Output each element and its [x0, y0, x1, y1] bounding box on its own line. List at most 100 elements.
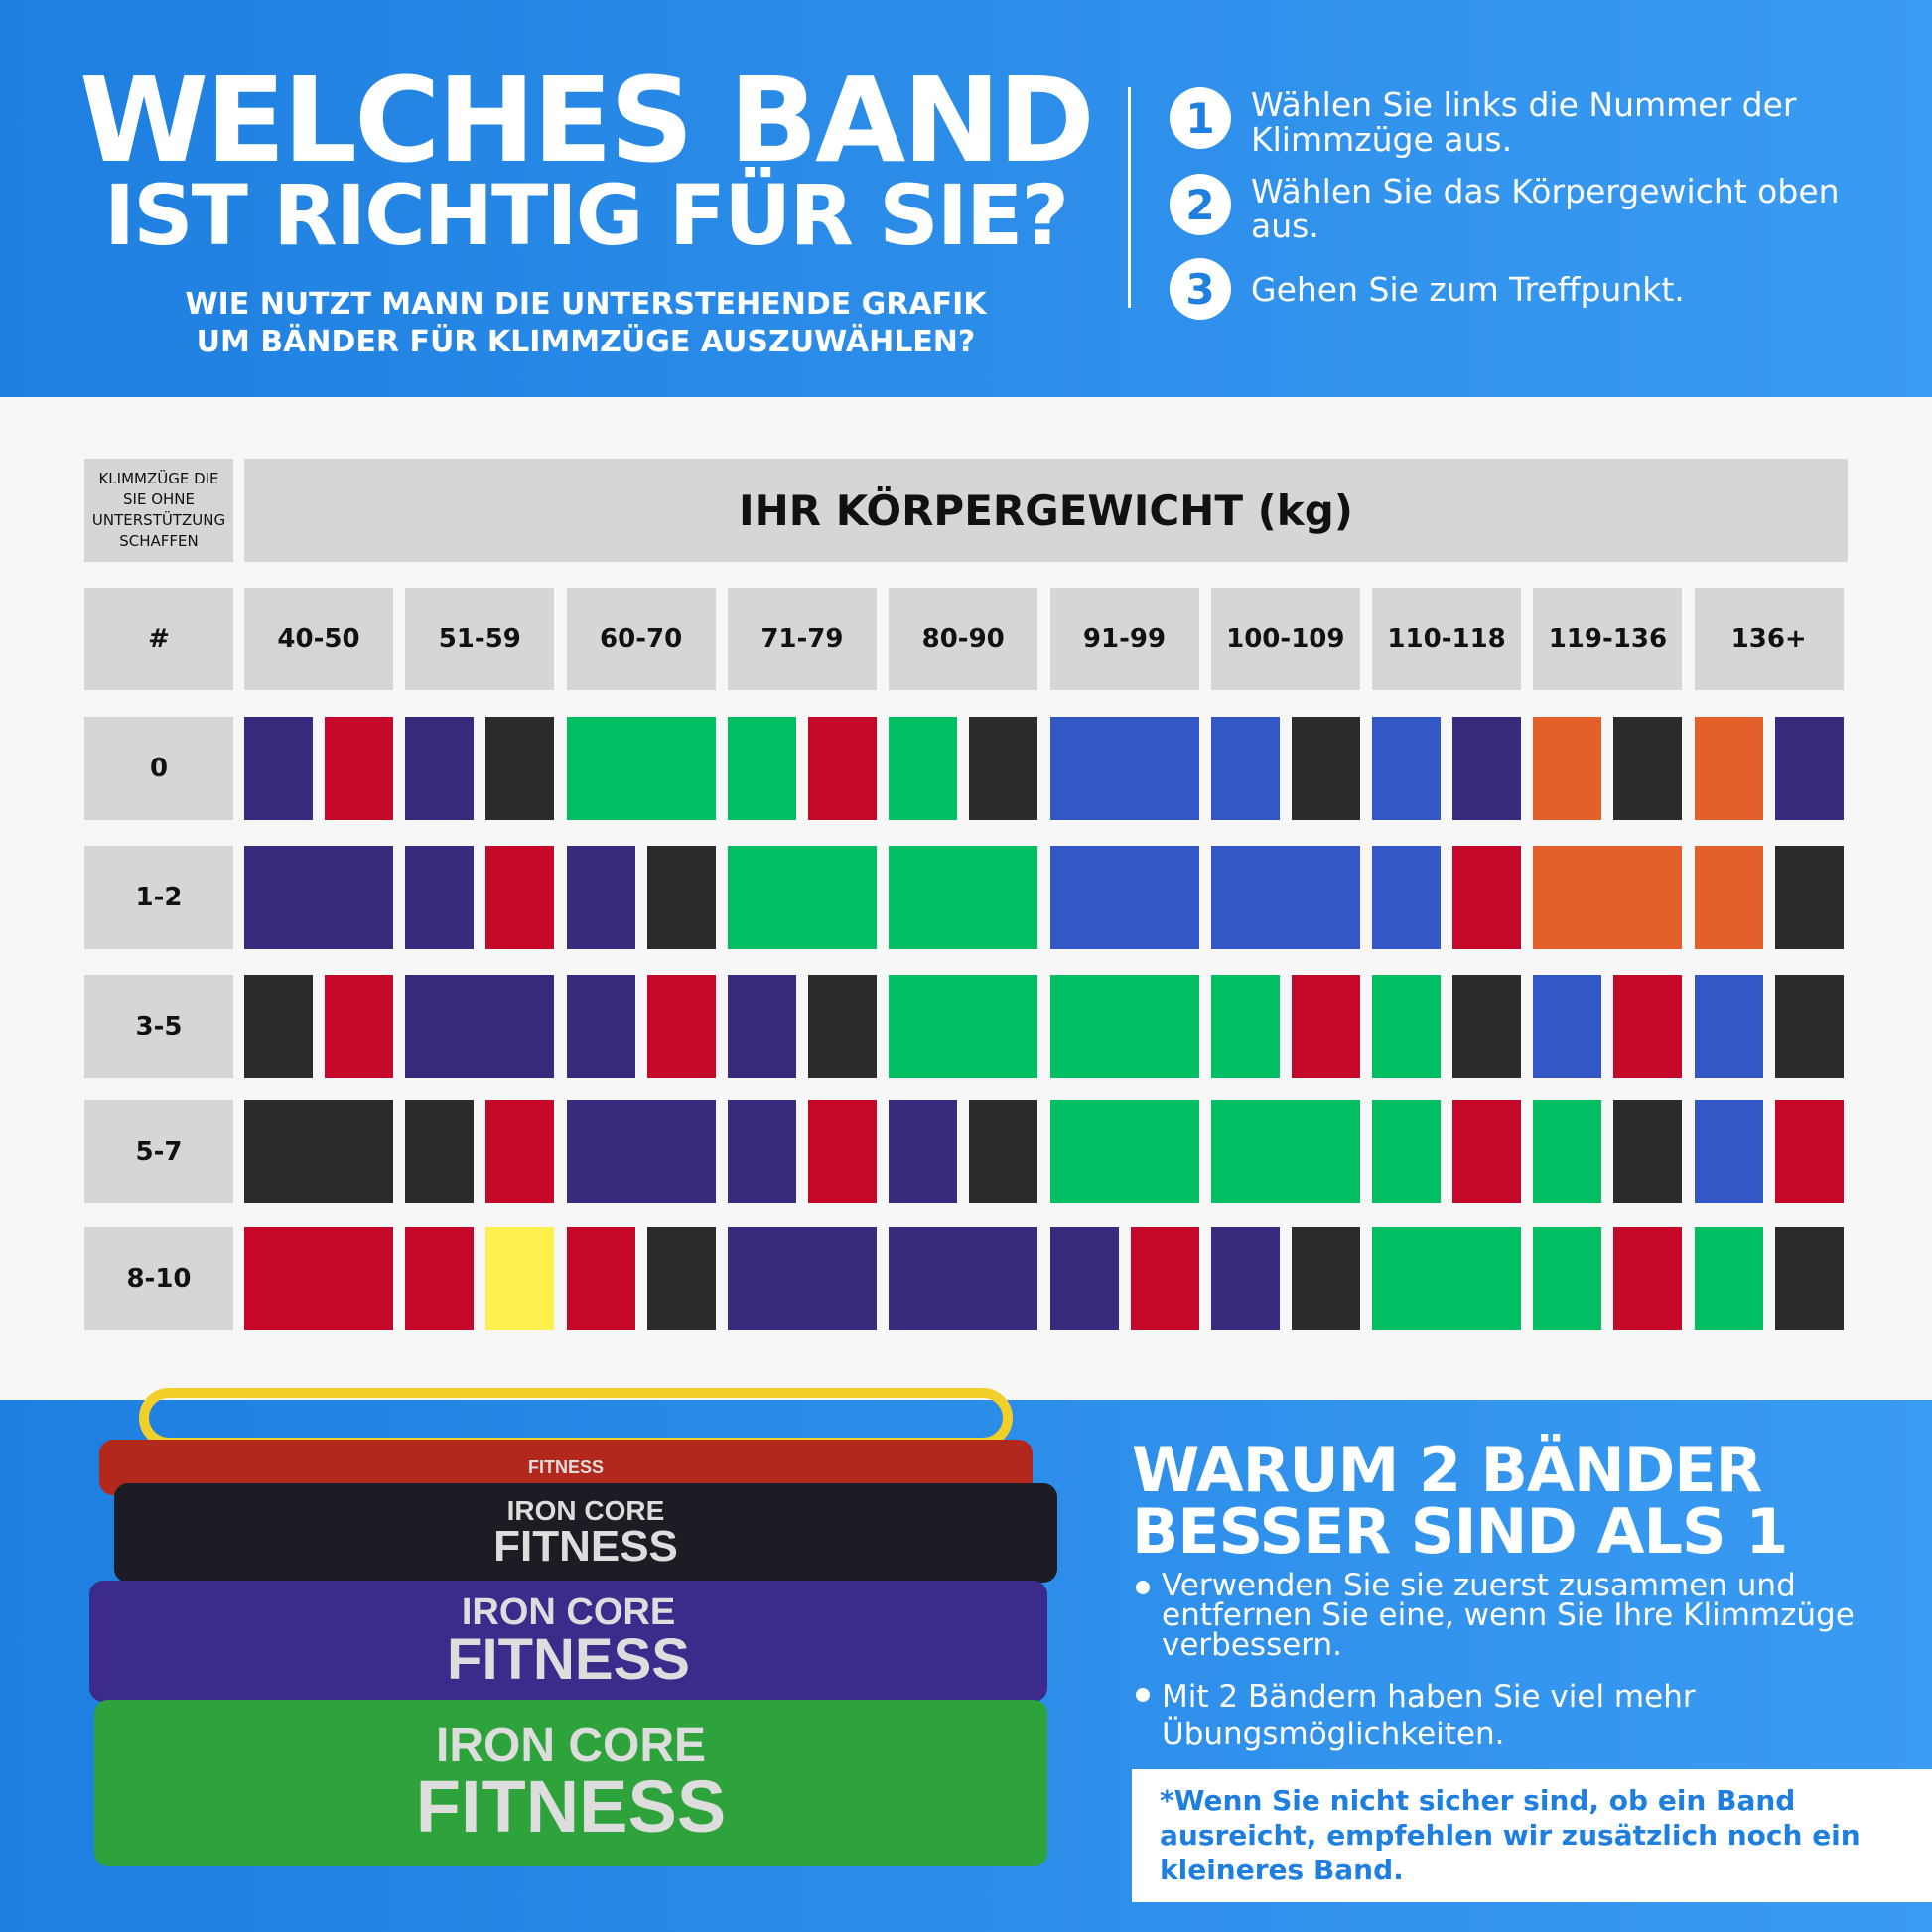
weight-column-header: 119-136	[1533, 588, 1683, 690]
band-swatch	[566, 1100, 716, 1203]
band-swatch	[325, 975, 393, 1078]
band-swatch	[1694, 846, 1763, 949]
band-swatch	[1452, 717, 1522, 820]
band-cell	[566, 1100, 716, 1203]
band-cell	[1049, 1100, 1199, 1203]
band-swatch	[1210, 717, 1280, 820]
band-cell	[1372, 975, 1522, 1078]
band-cell	[889, 1227, 1038, 1330]
band-cell	[727, 717, 877, 820]
band-swatch	[1452, 975, 1522, 1078]
band-swatch	[244, 717, 313, 820]
pullup-row-label: 3-5	[84, 975, 233, 1078]
band-swatch	[1533, 975, 1602, 1078]
band-cell	[1533, 846, 1683, 949]
band-swatch	[1049, 975, 1199, 1078]
logo-text: FITNESS	[415, 1765, 727, 1848]
band-swatch	[1049, 1100, 1199, 1203]
band-cell	[405, 975, 555, 1078]
band-cell	[566, 1227, 716, 1330]
band-swatch	[405, 1100, 475, 1203]
band-swatch	[1694, 1227, 1763, 1330]
band-cell	[244, 975, 393, 1078]
weight-column-header: 80-90	[889, 588, 1038, 690]
weight-column-header: 51-59	[405, 588, 555, 690]
band-swatch	[1533, 717, 1602, 820]
weight-column-header: 40-50	[244, 588, 393, 690]
band-swatch	[646, 846, 716, 949]
band-cell	[1372, 1100, 1522, 1203]
band-swatch	[485, 717, 555, 820]
divider	[1128, 87, 1131, 308]
band-cell	[1372, 846, 1522, 949]
band-cell	[405, 1227, 555, 1330]
bullet-2: Mit 2 Bändern haben Sie viel mehr Übungs…	[1132, 1678, 1906, 1753]
bottom-title-line1: WARUM 2 BÄNDER	[1132, 1434, 1762, 1506]
band-swatch	[485, 1100, 555, 1203]
band-swatch	[1452, 846, 1522, 949]
band-swatch	[1210, 846, 1360, 949]
band-cell	[244, 1227, 393, 1330]
purple-band: IRON CORE FITNESS	[89, 1581, 1047, 1702]
weight-column-header: 110-118	[1372, 588, 1522, 690]
band-swatch	[889, 975, 1038, 1078]
band-cell	[405, 1100, 555, 1203]
band-cell	[1372, 1227, 1522, 1330]
step-text: Gehen Sie zum Treffpunkt.	[1251, 269, 1685, 309]
band-swatch	[1372, 846, 1442, 949]
band-swatch	[1613, 1100, 1683, 1203]
band-swatch	[1613, 717, 1683, 820]
hash-header: #	[84, 588, 233, 690]
band-cell	[1694, 1100, 1844, 1203]
step-2: 2 Wählen Sie das Körpergewicht oben aus.	[1170, 174, 1884, 243]
band-swatch	[1694, 717, 1763, 820]
band-swatch	[1210, 1227, 1280, 1330]
weight-column-header: 71-79	[727, 588, 877, 690]
pullup-row-label: 0	[84, 717, 233, 820]
band-cell	[405, 717, 555, 820]
band-cell	[1049, 717, 1199, 820]
weight-column-header: 91-99	[1049, 588, 1199, 690]
band-swatch	[244, 975, 313, 1078]
band-swatch	[1774, 846, 1844, 949]
band-cell	[1694, 717, 1844, 820]
band-cell	[244, 717, 393, 820]
band-swatch	[969, 717, 1038, 820]
band-swatch	[1613, 1227, 1683, 1330]
band-cell	[244, 846, 393, 949]
band-cell	[1533, 975, 1683, 1078]
band-cell	[1694, 975, 1844, 1078]
logo-text: IRON CORE	[461, 1591, 676, 1633]
logo-text: IRON CORE	[435, 1720, 706, 1772]
band-swatch	[1774, 975, 1844, 1078]
band-swatch	[405, 975, 555, 1078]
band-cell	[1049, 975, 1199, 1078]
band-swatch	[1130, 1227, 1199, 1330]
band-swatch	[1694, 1100, 1763, 1203]
weight-column-header: 136+	[1694, 588, 1844, 690]
band-swatch	[244, 1227, 393, 1330]
bottom-title-line2: BESSER SIND ALS 1	[1132, 1495, 1788, 1568]
band-swatch	[1452, 1100, 1522, 1203]
band-cell	[727, 1227, 877, 1330]
corner-label: KLIMMZÜGE DIE SIE OHNE UNTERSTÜTZUNG SCH…	[84, 459, 233, 562]
band-cell	[1694, 1227, 1844, 1330]
green-band: IRON CORE FITNESS	[94, 1700, 1047, 1866]
band-swatch	[566, 717, 716, 820]
band-cell	[1210, 717, 1360, 820]
band-swatch	[244, 1100, 393, 1203]
band-swatch	[485, 1227, 555, 1330]
band-cell	[1210, 846, 1360, 949]
subtitle-line1: WIE NUTZT MANN DIE UNTERSTEHENDE GRAFIK	[185, 287, 987, 322]
band-swatch	[727, 975, 796, 1078]
logo-text: FITNESS	[447, 1627, 690, 1692]
weight-column-header: 100-109	[1210, 588, 1360, 690]
logo-text: IRON CORE	[506, 1495, 665, 1526]
band-cell	[566, 717, 716, 820]
band-cell	[1533, 1100, 1683, 1203]
band-swatch	[1372, 1227, 1522, 1330]
band-swatch	[969, 1100, 1038, 1203]
weight-header: IHR KÖRPERGEWICHT (kg)	[244, 459, 1848, 562]
bottom-title: WARUM 2 BÄNDER BESSER SIND ALS 1	[1132, 1434, 1788, 1568]
band-swatch	[1049, 1227, 1119, 1330]
